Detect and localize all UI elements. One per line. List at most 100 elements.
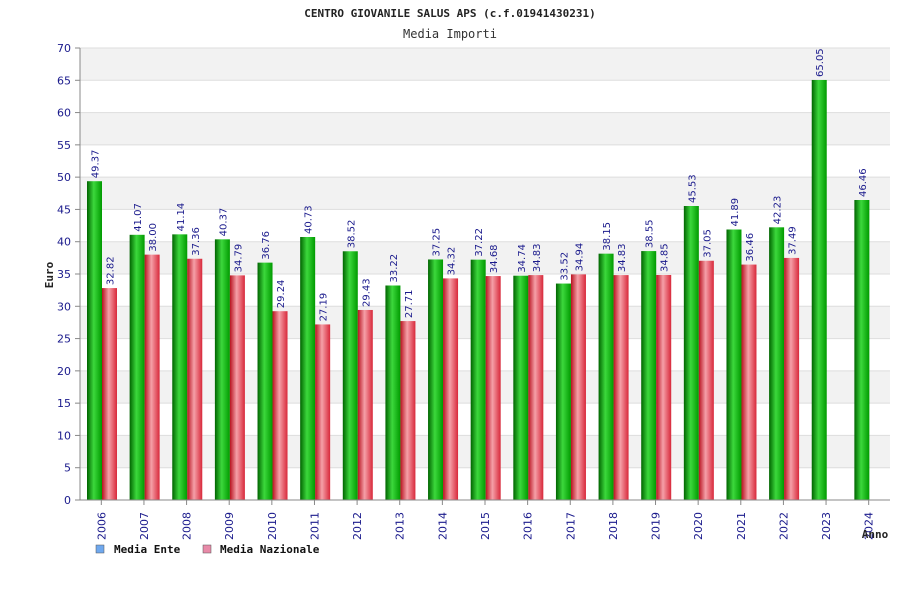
data-label-media-ente: 40.37 [218,208,229,237]
grid-band [80,209,890,242]
bars [87,79,870,501]
data-label-media-nazionale: 27.71 [404,289,415,318]
y-tick-label: 0 [64,494,71,507]
chart-subtitle: Media Importi [403,27,497,41]
data-label-media-ente: 40.73 [304,205,315,234]
data-label-media-ente: 38.15 [602,222,613,251]
x-tick-label: 2018 [607,512,620,540]
x-tick-label: 2010 [266,512,279,540]
x-tick-label: 2012 [351,512,364,540]
y-tick-label: 35 [57,268,71,281]
bar-media-ente [257,262,273,500]
data-label-media-ente: 41.89 [730,198,741,227]
bar-media-ente [811,79,827,500]
data-labels: 49.37 32.82 41.07 38.00 41.14 37.36 40.37 34.79… [91,48,869,321]
data-label-media-nazionale: 29.24 [276,280,287,309]
bar-media-nazionale [315,324,331,500]
x-tick-label: 2013 [394,512,407,540]
bar-media-ente [641,251,657,500]
bar-media-nazionale [613,275,629,500]
x-tick-label: 2011 [308,512,321,540]
data-label-media-nazionale: 34.79 [233,244,244,273]
y-axis-label: Euro [43,261,56,288]
y-tick-label: 5 [64,462,71,475]
data-label-media-ente: 42.23 [773,196,784,225]
bar-media-ente [428,259,444,500]
bar-media-ente [172,234,188,500]
bar-media-ente [385,285,401,500]
data-label-media-nazionale: 34.68 [489,244,500,273]
bar-media-ente [726,229,742,500]
bar-media-nazionale [528,275,544,500]
bar-media-nazionale [229,275,245,500]
data-label-media-ente: 37.25 [432,228,443,257]
bar-media-nazionale [187,258,203,500]
data-label-media-nazionale: 27.19 [319,293,330,322]
data-label-media-nazionale: 37.36 [191,227,202,256]
data-label-media-nazionale: 38.00 [148,223,159,252]
y-axis-ticks: 0 5 10 15 20 25 30 35 40 45 50 55 60 65 70 [57,42,80,507]
x-tick-label: 2009 [223,512,236,540]
bar-media-ente [854,200,870,500]
legend-swatch-media-ente [95,544,105,554]
y-tick-label: 20 [57,365,71,378]
x-tick-label: 2016 [522,512,535,540]
x-axis-ticks: 2006 2007 2008 2009 2010 2011 2012 2013 2014 2015… [95,500,876,540]
data-label-media-nazionale: 37.49 [788,226,799,255]
grid-band [80,177,890,210]
chart-title: CENTRO GIOVANILE SALUS APS (c.f.01941430… [304,7,595,20]
data-label-media-nazionale: 32.82 [106,256,117,285]
bar-media-nazionale [357,309,373,500]
data-label-media-ente: 34.74 [517,244,528,273]
bar-media-nazionale [102,288,117,500]
x-axis-label: Anno [862,528,889,541]
data-label-media-ente: 38.52 [346,220,357,249]
bar-media-nazionale [400,321,416,500]
grid-band [80,80,890,113]
data-label-media-nazionale: 36.46 [745,233,756,262]
bar-media-ente [598,253,614,500]
bar-media-ente [769,227,785,500]
x-tick-label: 2014 [436,512,449,540]
y-tick-label: 60 [57,107,71,120]
x-tick-label: 2023 [820,512,833,540]
data-label-media-ente: 41.07 [133,203,144,232]
bar-media-nazionale [656,274,672,500]
data-label-media-nazionale: 34.83 [617,243,628,272]
bar-media-nazionale [144,254,160,500]
bar-media-ente [470,259,486,500]
bar-media-ente [300,237,316,501]
data-label-media-ente: 41.14 [176,203,187,232]
bar-media-nazionale [741,264,757,500]
y-tick-label: 10 [57,429,71,442]
bar-media-ente [87,181,102,500]
bar-media-nazionale [570,274,586,500]
y-tick-label: 30 [57,300,71,313]
x-tick-label: 2024 [863,512,876,540]
bar-media-ente [555,283,571,500]
bar-media-nazionale [698,260,714,500]
bar-media-ente [342,251,358,500]
x-tick-label: 2022 [777,512,790,540]
data-label-media-ente: 49.37 [91,150,102,179]
x-tick-label: 2019 [650,512,663,540]
bar-media-ente [683,206,699,500]
data-label-media-ente: 46.46 [858,168,869,197]
data-label-media-nazionale: 37.05 [702,229,713,258]
x-tick-label: 2008 [181,512,194,540]
bar-media-nazionale [784,257,800,500]
data-label-media-ente: 36.76 [261,231,272,260]
bar-media-nazionale [485,276,501,500]
data-label-media-nazionale: 34.94 [574,243,585,272]
data-label-media-ente: 45.53 [687,174,698,203]
y-tick-label: 25 [57,333,71,346]
bar-media-nazionale [443,278,459,500]
y-tick-label: 45 [57,203,71,216]
data-label-media-ente: 33.52 [559,252,570,281]
x-tick-label: 2007 [138,512,151,540]
data-label-media-ente: 65.05 [815,48,826,77]
data-label-media-ente: 33.22 [389,254,400,283]
legend-label-media-nazionale: Media Nazionale [220,543,320,556]
y-tick-label: 65 [57,74,71,87]
